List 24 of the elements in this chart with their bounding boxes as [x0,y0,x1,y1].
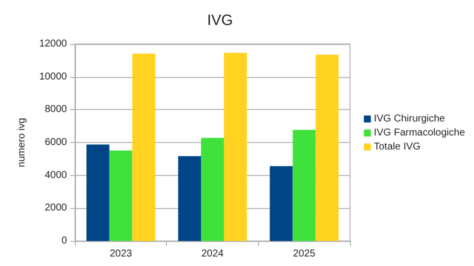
legend-label: Totale IVG [374,142,421,152]
bar [132,54,156,241]
bar [270,166,293,241]
bar [316,54,339,241]
chart-title: IVG [207,12,233,29]
x-tick-label: 2025 [293,248,316,260]
y-tick-label: 4000 [44,170,68,181]
bar [201,138,224,241]
y-tick-label: 8000 [44,104,68,116]
legend-label: IVG Chirurgiche [374,114,446,124]
bar [224,52,247,241]
y-tick-label: 12000 [39,38,68,50]
legend-label: IVG Farmacologiche [374,128,466,138]
x-tick-label: 2024 [201,248,224,260]
bar [109,150,132,241]
x-tick-label: 2023 [110,248,132,260]
y-tick-label: 0 [61,236,68,246]
y-tick-label: 10000 [39,71,68,82]
bar [86,144,110,241]
y-axis-title: numero ivg [16,118,28,168]
y-tick-label: 2000 [44,202,68,214]
bar [292,130,316,241]
y-tick-label: 6000 [44,137,68,148]
bar [178,156,202,241]
